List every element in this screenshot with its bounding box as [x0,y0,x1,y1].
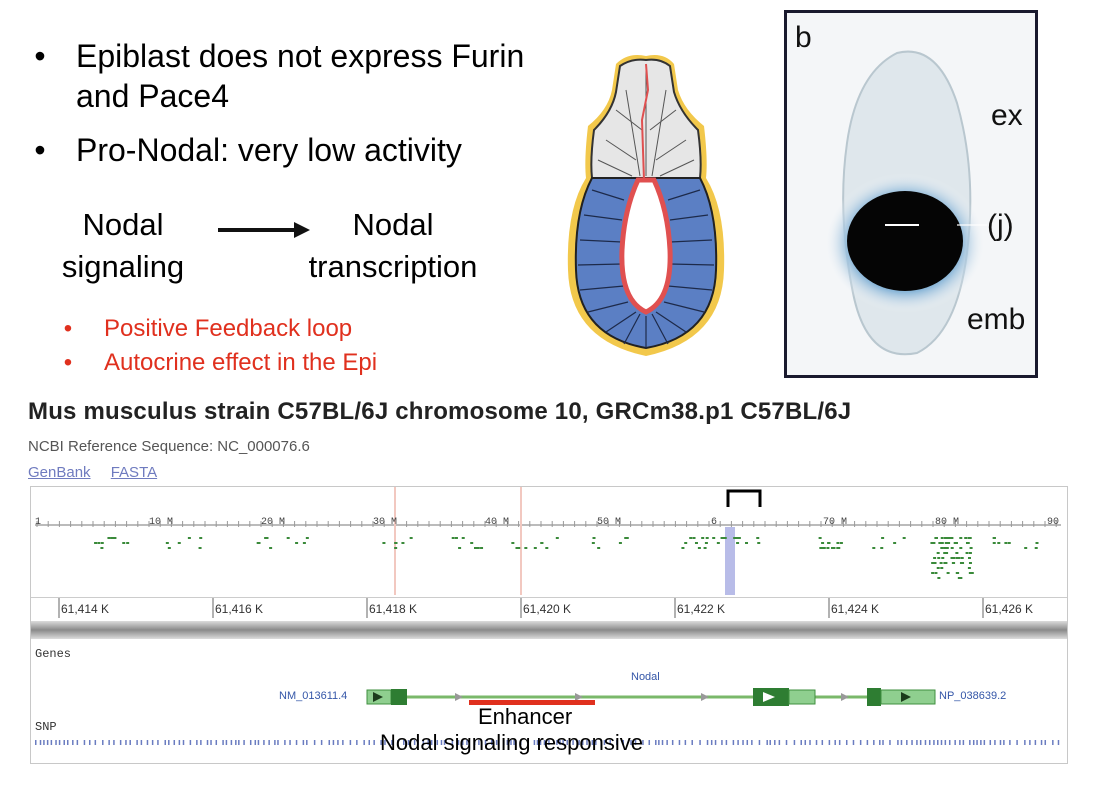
gene-name[interactable]: Nodal [631,671,660,683]
signaling-label: Nodal signaling [48,204,198,288]
detail-tick: 61,426 K [985,602,1034,616]
protein-label[interactable]: NP_038639.2 [939,690,1007,702]
bullet-dot: • [34,38,46,74]
red-bullet-text: Positive Feedback loop [104,315,353,342]
bullet-list: • Epiblast does not express Furin and Pa… [30,36,550,184]
bullet-text: Epiblast does not express Furin and Pace… [76,38,525,114]
transcription-line2: transcription [308,249,478,284]
track-scrollbar[interactable] [31,621,1067,639]
red-bullet-text: Autocrine effect in the Epi [104,349,378,376]
overview-tick: 1 [35,517,42,528]
red-bullet-item: • Autocrine effect in the Epi [58,346,377,380]
overview-tick: 20 M [261,517,286,528]
in-situ-image [825,50,987,356]
detail-tick: 61,424 K [831,602,880,616]
embryo-cavity [619,177,673,315]
overview-tick: 50 M [597,517,622,528]
gene-model[interactable] [31,677,1067,717]
bullet-item: • Epiblast does not express Furin and Pa… [30,36,536,116]
ref-seq-label: NCBI Reference Sequence: NC_000076.6 [28,438,310,455]
detail-tick: 61,416 K [215,602,264,616]
transcription-line1: Nodal [352,207,434,242]
detail-tick: 61,420 K [523,602,572,616]
transcription-label: Nodal transcription [288,204,498,288]
overview-tick: 80 M [935,517,960,528]
bullet-dot: • [63,315,73,342]
overview-tick: 30 M [373,517,398,528]
genbank-link[interactable]: GenBank [28,464,91,481]
detail-tick: 61,418 K [369,602,418,616]
overview-tick: 6 [711,517,718,528]
genome-title: Mus musculus strain C57BL/6J chromosome … [28,398,852,425]
enhancer-label: Enhancer [478,704,573,729]
signaling-line1: Nodal [82,207,164,242]
in-situ-panel: b ex (j) emb [784,10,1038,378]
enhancer-bar[interactable] [469,700,595,705]
overview-tick: 10 M [149,517,174,528]
ex-label: ex [991,99,1023,132]
transcript-label[interactable]: NM_013611.4 [279,690,348,702]
j-label: (j) [987,209,1014,242]
red-bullet-list: • Positive Feedback loop • Autocrine eff… [58,312,377,380]
detail-ruler[interactable]: 61,414 K 61,416 K 61,418 K 61,420 K 61,4… [31,597,1067,622]
overview-track[interactable] [31,487,1067,597]
overview-tick: 40 M [485,517,510,528]
arrow-icon [218,222,310,238]
panel-letter: b [795,21,812,54]
bullet-item: • Pro-Nodal: very low activity [30,130,550,170]
red-bullet-item: • Positive Feedback loop [58,312,377,346]
format-links: GenBank FASTA [28,464,173,481]
snp-track[interactable] [31,737,1067,749]
emb-label: emb [967,303,1026,336]
overview-tick: 70 M [823,517,848,528]
detail-tick: 61,422 K [677,602,726,616]
fasta-link[interactable]: FASTA [110,464,158,481]
overview-tick: 90 [1047,517,1060,528]
embryo-diagram [567,55,725,356]
bullet-dot: • [34,132,46,168]
genome-viewer[interactable]: 1 10 M 20 M 30 M 40 M 50 M 6 70 M 80 M 9… [30,486,1068,764]
detail-tick: 61,414 K [61,602,110,616]
genes-track-label: Genes [35,647,72,661]
bullet-text: Pro-Nodal: very low activity [76,132,462,168]
signaling-line2: signaling [61,249,185,284]
enhancer-sublabel: Nodal signaling responsive [380,730,643,755]
bullet-dot: • [63,349,73,376]
snp-track-label: SNP [35,720,57,734]
